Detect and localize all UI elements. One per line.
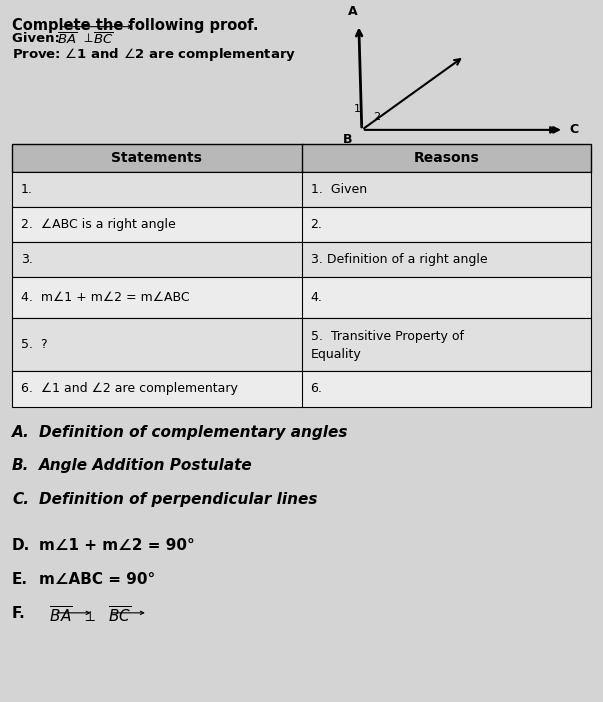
- Text: F.: F.: [12, 606, 26, 621]
- Text: $\overline{BC}$: $\overline{BC}$: [93, 32, 114, 47]
- Text: Statements: Statements: [112, 151, 202, 165]
- Text: Complete the following proof.: Complete the following proof.: [12, 18, 259, 32]
- Text: C.: C.: [12, 492, 29, 507]
- Text: m∠ABC = 90°: m∠ABC = 90°: [39, 572, 156, 587]
- Text: $\overline{BA}$: $\overline{BA}$: [57, 32, 77, 47]
- Text: $\overline{BA}$  $\perp$  $\overline{BC}$: $\overline{BA}$ $\perp$ $\overline{BC}$: [39, 606, 131, 626]
- Text: 3. Definition of a right angle: 3. Definition of a right angle: [311, 253, 487, 266]
- Text: 5.  Transitive Property of: 5. Transitive Property of: [311, 330, 464, 343]
- Text: 1: 1: [353, 104, 361, 114]
- Text: A.: A.: [12, 425, 30, 439]
- Text: Given:: Given:: [12, 32, 65, 45]
- Text: 6.  ∠1 and ∠2 are complementary: 6. ∠1 and ∠2 are complementary: [21, 383, 238, 395]
- Text: Angle Addition Postulate: Angle Addition Postulate: [39, 458, 253, 473]
- Text: Reasons: Reasons: [413, 151, 479, 165]
- Text: $\perp$: $\perp$: [81, 32, 95, 45]
- Text: Equality: Equality: [311, 348, 361, 362]
- Text: A: A: [348, 4, 358, 18]
- Text: 1.: 1.: [21, 183, 33, 196]
- Text: E.: E.: [12, 572, 28, 587]
- Text: D.: D.: [12, 538, 30, 553]
- Text: 4.: 4.: [311, 291, 323, 304]
- Bar: [12, 207, 591, 242]
- Text: Prove: $\angle$1 and $\angle$2 are complementary: Prove: $\angle$1 and $\angle$2 are compl…: [12, 46, 296, 63]
- Bar: [12, 277, 591, 318]
- Text: Definition of complementary angles: Definition of complementary angles: [39, 425, 348, 439]
- Bar: [12, 371, 591, 407]
- Bar: [12, 318, 591, 371]
- Text: 1.  Given: 1. Given: [311, 183, 367, 196]
- Text: 2.: 2.: [311, 218, 323, 231]
- Text: m∠1 + m∠2 = 90°: m∠1 + m∠2 = 90°: [39, 538, 195, 553]
- Text: B: B: [343, 133, 353, 147]
- Text: C: C: [570, 124, 579, 136]
- Text: B.: B.: [12, 458, 30, 473]
- Bar: [12, 172, 591, 207]
- Bar: [12, 242, 591, 277]
- Text: 4.  m∠1 + m∠2 = m∠ABC: 4. m∠1 + m∠2 = m∠ABC: [21, 291, 190, 304]
- Text: 3.: 3.: [21, 253, 33, 266]
- Bar: [12, 144, 591, 172]
- Text: 2.  ∠ABC is a right angle: 2. ∠ABC is a right angle: [21, 218, 176, 231]
- Text: 6.: 6.: [311, 383, 323, 395]
- Text: 5.  ?: 5. ?: [21, 338, 48, 351]
- Text: Definition of perpendicular lines: Definition of perpendicular lines: [39, 492, 318, 507]
- Text: 2: 2: [373, 112, 380, 122]
